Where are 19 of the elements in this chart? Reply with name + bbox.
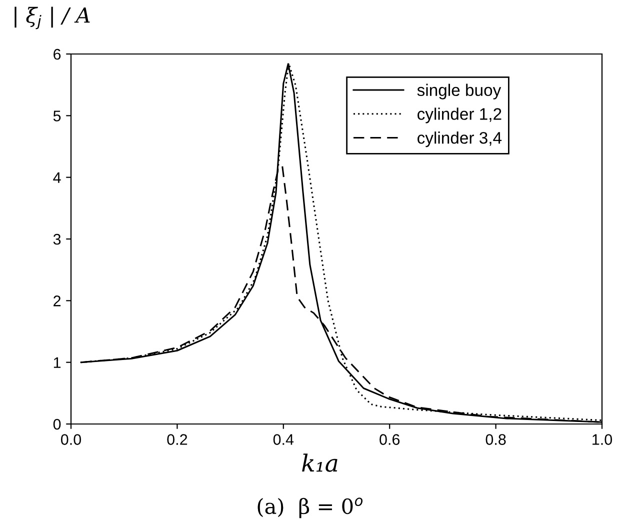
x-tick-label: 0.2 (167, 434, 188, 445)
y-tick-label: 0 (53, 418, 61, 430)
x-tick-label: 1.0 (592, 434, 612, 445)
y-axis-title: | ξ$_{j}$ | / A (14, 6, 90, 30)
y-tick-label: 1 (54, 357, 61, 368)
legend-label: cylinder 3,4 (418, 132, 502, 148)
y-tick-label: 2 (54, 296, 61, 306)
legend-label: single buoy (417, 84, 502, 100)
legend-label: cylinder 1,2 (418, 108, 502, 124)
y-tick-label: 5 (53, 110, 61, 122)
x-tick-label: 0.0 (60, 434, 82, 445)
y-tick-label: 4 (53, 172, 61, 183)
y-tick-label: 3 (53, 234, 61, 245)
text: (a) β = 0$^{o}$ (258, 498, 363, 518)
y-tick-label: 6 (54, 48, 61, 60)
x-tick-label: 0.8 (486, 434, 506, 445)
x-axis-title: k₁a (302, 454, 338, 472)
x-tick-label: 0.6 (380, 434, 400, 445)
x-tick-label: 0.4 (273, 434, 294, 445)
